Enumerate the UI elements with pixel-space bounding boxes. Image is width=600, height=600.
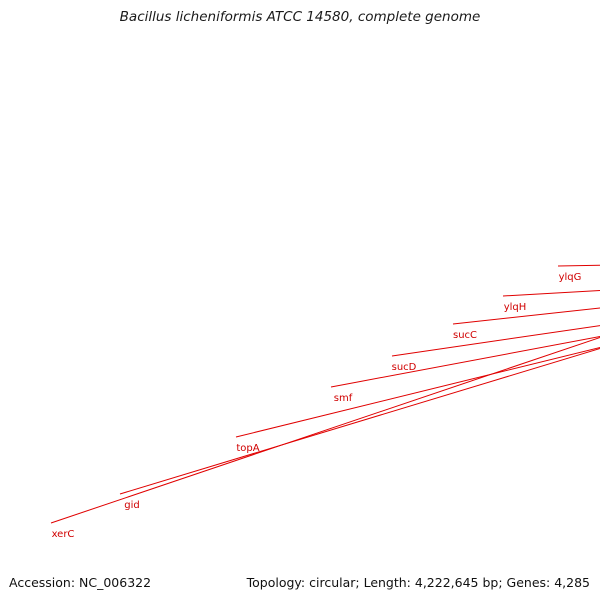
gene-name: ylqH <box>504 302 527 313</box>
gene-label: sucC <box>452 307 600 341</box>
gene-label: ylqH <box>502 290 600 313</box>
accession-label: Accession: NC_006322 <box>9 575 152 590</box>
gene-label: gid <box>119 347 600 511</box>
gene-leader-line <box>330 336 600 388</box>
gene-name: topA <box>236 443 259 454</box>
gene-leader-line <box>119 347 600 495</box>
gene-name: gid <box>124 500 139 511</box>
gene-label: smf <box>330 336 600 404</box>
genome-summary: Topology: circular; Length: 4,222,645 bp… <box>246 575 590 590</box>
gene-name: sucC <box>453 330 477 341</box>
gene-leader-line <box>452 307 600 325</box>
gene-label: xerC <box>50 336 600 540</box>
gene-labels: ylqG ylqH sucC sucD smf topA gid xerC <box>50 264 600 540</box>
gene-leader-line <box>50 336 600 524</box>
gene-label: ylqG <box>557 264 600 283</box>
map-title: Bacillus licheniformis ATCC 14580, compl… <box>119 9 481 25</box>
gene-name: sucD <box>392 362 417 373</box>
gene-label: topA <box>235 346 600 454</box>
gene-name: xerC <box>52 529 75 540</box>
gene-name: ylqG <box>559 272 582 283</box>
gene-leader-line <box>391 325 600 357</box>
gene-leader-line <box>502 290 600 297</box>
gene-leader-line <box>235 346 600 438</box>
gene-leader-line <box>557 264 600 267</box>
gene-label: sucD <box>391 325 600 373</box>
gene-name: smf <box>334 393 353 404</box>
